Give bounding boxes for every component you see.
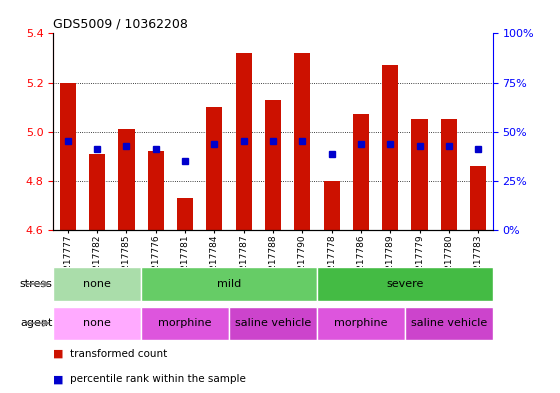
Text: ■: ■ xyxy=(53,349,64,359)
Bar xyxy=(412,119,428,230)
Text: stress: stress xyxy=(20,279,52,289)
Bar xyxy=(405,307,493,340)
Text: agent: agent xyxy=(20,318,52,328)
Bar xyxy=(382,65,398,230)
Bar xyxy=(177,198,193,230)
Bar xyxy=(206,107,222,230)
Bar xyxy=(141,267,317,301)
Text: none: none xyxy=(83,279,111,289)
Bar xyxy=(317,267,493,301)
Bar xyxy=(353,114,369,230)
Text: mild: mild xyxy=(217,279,241,289)
Bar xyxy=(148,151,164,230)
Text: morphine: morphine xyxy=(334,318,388,328)
Bar xyxy=(141,307,229,340)
Text: saline vehicle: saline vehicle xyxy=(235,318,311,328)
Text: severe: severe xyxy=(386,279,423,289)
Bar xyxy=(317,307,405,340)
Bar xyxy=(229,307,317,340)
Text: morphine: morphine xyxy=(158,318,212,328)
Bar xyxy=(53,267,141,301)
Text: none: none xyxy=(83,318,111,328)
Bar xyxy=(118,129,134,230)
Bar xyxy=(294,53,310,230)
Text: transformed count: transformed count xyxy=(70,349,167,359)
Bar xyxy=(265,100,281,230)
Bar xyxy=(441,119,457,230)
Text: saline vehicle: saline vehicle xyxy=(410,318,487,328)
Text: percentile rank within the sample: percentile rank within the sample xyxy=(70,374,246,384)
Bar xyxy=(236,53,252,230)
Bar xyxy=(60,83,76,230)
Bar xyxy=(89,154,105,230)
Bar xyxy=(324,181,340,230)
Text: ■: ■ xyxy=(53,374,64,384)
Text: GDS5009 / 10362208: GDS5009 / 10362208 xyxy=(53,18,188,31)
Bar xyxy=(470,166,486,230)
Bar xyxy=(53,307,141,340)
